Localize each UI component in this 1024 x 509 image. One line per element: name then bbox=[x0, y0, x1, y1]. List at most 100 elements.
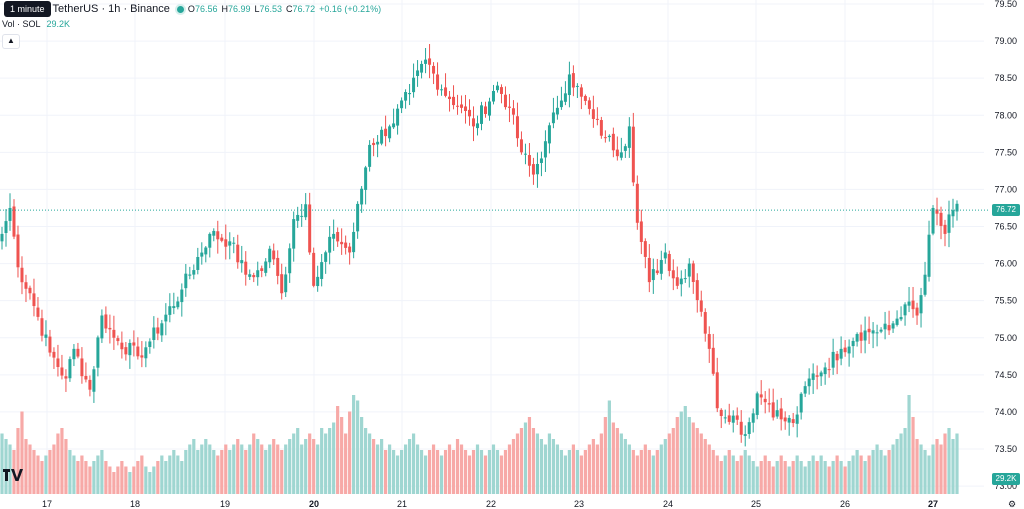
candle-body bbox=[36, 307, 40, 317]
candle-body bbox=[172, 306, 176, 309]
volume-bar bbox=[547, 433, 552, 494]
candle-body bbox=[919, 295, 923, 314]
volume-bar bbox=[675, 417, 679, 494]
volume-bar bbox=[859, 455, 863, 494]
volume-bar bbox=[635, 455, 639, 494]
volume-bar bbox=[883, 455, 887, 494]
volume-bar bbox=[911, 417, 915, 494]
candle-body bbox=[444, 87, 448, 96]
candle-body bbox=[823, 367, 827, 375]
price-tick-label: 77.50 bbox=[994, 147, 1017, 157]
volume-bar bbox=[923, 450, 927, 494]
candle-body bbox=[847, 346, 851, 354]
candle-body bbox=[639, 221, 643, 242]
volume-bar bbox=[32, 450, 36, 494]
volume-bar bbox=[579, 455, 583, 494]
volume-bar bbox=[308, 433, 312, 494]
time-tick-label: 22 bbox=[486, 499, 496, 509]
volume-bar bbox=[831, 461, 835, 494]
low-label: L bbox=[254, 4, 260, 14]
volume-bar bbox=[695, 428, 699, 494]
candle-body bbox=[152, 327, 156, 341]
candle-body bbox=[32, 293, 36, 307]
volume-bar bbox=[867, 455, 871, 494]
ohlc-open: O76.56 bbox=[188, 4, 218, 14]
volume-bar bbox=[164, 461, 168, 494]
candle-body bbox=[643, 241, 647, 257]
candle-body bbox=[771, 402, 775, 418]
candle-body bbox=[719, 409, 723, 416]
candle-body bbox=[775, 410, 779, 417]
volume-bar bbox=[108, 466, 112, 494]
candle-body bbox=[483, 106, 487, 115]
candle-body bbox=[356, 203, 360, 232]
candle-body bbox=[655, 270, 659, 274]
candle-body bbox=[815, 375, 819, 377]
symbol-title[interactable]: TetherUS · 1h · Binance bbox=[52, 3, 170, 15]
candle-body bbox=[352, 231, 356, 253]
volume-bar bbox=[843, 466, 847, 494]
candle-body bbox=[68, 359, 72, 379]
candle-body bbox=[699, 300, 703, 312]
candle-body bbox=[156, 327, 160, 334]
volume-bar bbox=[288, 439, 292, 494]
volume-bar bbox=[72, 455, 76, 494]
candle-body bbox=[320, 262, 324, 279]
candle-body bbox=[96, 337, 100, 368]
volume-bar bbox=[719, 461, 723, 494]
candle-body bbox=[519, 139, 523, 153]
candle-body bbox=[252, 275, 256, 278]
volume-bar bbox=[731, 455, 735, 494]
candle-body bbox=[440, 89, 444, 91]
settings-icon[interactable]: ⚙ bbox=[1007, 499, 1017, 509]
volume-bar bbox=[519, 428, 524, 494]
candle-body bbox=[196, 256, 200, 270]
volume-bar bbox=[100, 450, 104, 494]
volume-bar bbox=[240, 444, 244, 494]
volume-bar bbox=[819, 455, 823, 494]
candle-body bbox=[208, 233, 212, 248]
tradingview-logo-icon[interactable] bbox=[3, 467, 23, 483]
time-scale[interactable]: 17 18 19 20 21 22 23 24 25 26 27 bbox=[42, 499, 938, 509]
volume-bar bbox=[563, 455, 568, 494]
candle-body bbox=[935, 209, 939, 214]
candle-body bbox=[308, 204, 312, 253]
volume-bar bbox=[455, 439, 460, 494]
candle-body bbox=[579, 87, 583, 97]
volume-bar bbox=[232, 444, 236, 494]
candle-body bbox=[180, 289, 184, 303]
volume-bar bbox=[799, 461, 803, 494]
candle-body bbox=[60, 367, 64, 376]
candle-body bbox=[831, 351, 835, 368]
volume-bar bbox=[651, 455, 655, 494]
candle-body bbox=[571, 73, 575, 88]
candle-body bbox=[811, 373, 815, 380]
price-tick-label: 77.00 bbox=[994, 184, 1017, 194]
volume-bar bbox=[543, 444, 548, 494]
candle-body bbox=[563, 93, 567, 102]
volume-bar bbox=[4, 439, 8, 494]
volume-bar bbox=[120, 461, 124, 494]
volume-bar bbox=[80, 455, 84, 494]
volume-bar bbox=[723, 455, 727, 494]
candle-body bbox=[599, 120, 603, 136]
volume-bar bbox=[463, 450, 468, 494]
price-tick-label: 75.00 bbox=[994, 333, 1017, 343]
volume-bar bbox=[256, 439, 260, 494]
candle-body bbox=[228, 241, 232, 246]
high-value: 76.99 bbox=[227, 4, 251, 14]
volume-legend[interactable]: Vol · SOL 29.2K bbox=[2, 19, 70, 29]
volume-bar bbox=[739, 455, 743, 494]
candle-body bbox=[224, 239, 228, 247]
candle-body bbox=[276, 257, 280, 276]
collapse-legend-button[interactable]: ▲ bbox=[2, 34, 20, 49]
volume-bar bbox=[891, 444, 895, 494]
volume-bar bbox=[591, 439, 595, 494]
candle-body bbox=[412, 77, 416, 93]
time-tick-label: 23 bbox=[574, 499, 584, 509]
candle-body bbox=[923, 274, 927, 295]
time-tick-label: 18 bbox=[130, 499, 140, 509]
price-scale[interactable]: 79.50 79.00 78.50 78.00 77.50 77.00 76.50 76.00… bbox=[994, 0, 1017, 491]
volume-bar bbox=[411, 433, 416, 494]
